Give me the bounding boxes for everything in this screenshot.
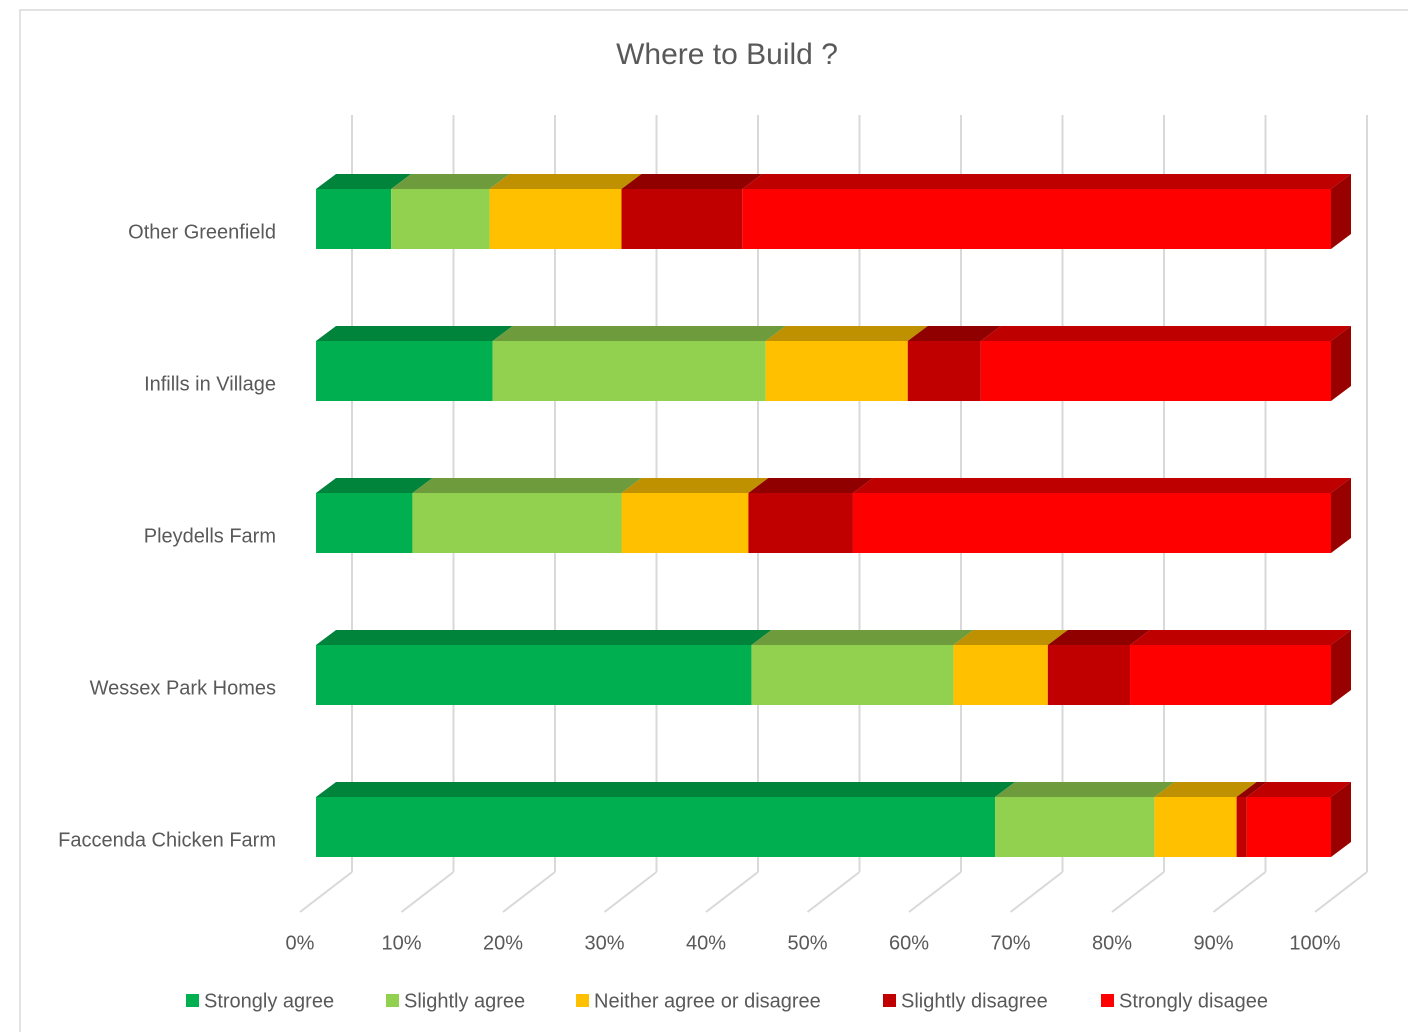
bar xyxy=(316,341,493,401)
bar xyxy=(1047,645,1131,705)
bar xyxy=(412,493,622,553)
bar-top xyxy=(316,326,513,341)
x-tick-label: 50% xyxy=(787,932,827,954)
bar-top xyxy=(621,174,763,189)
bar xyxy=(316,189,392,249)
legend-label: Strongly agree xyxy=(204,990,334,1012)
floor-line xyxy=(705,871,759,913)
y-tick-label: Pleydells Farm xyxy=(144,525,276,547)
bar-top xyxy=(980,326,1351,341)
bar-top xyxy=(391,174,510,189)
bar-top xyxy=(995,782,1175,797)
bar xyxy=(316,797,996,857)
bar-top xyxy=(1246,782,1351,797)
bar xyxy=(748,493,853,553)
bar xyxy=(489,189,622,249)
bar-top xyxy=(751,630,974,645)
x-tick-label: 20% xyxy=(483,932,523,954)
legend-label: Neither agree or disagree xyxy=(594,990,821,1012)
bar-top xyxy=(492,326,786,341)
floor-line xyxy=(299,871,353,913)
bar xyxy=(1130,645,1331,705)
bar-side xyxy=(1331,630,1351,705)
bar xyxy=(765,341,908,401)
chart-title: Where to Build ? xyxy=(616,38,838,71)
bar-top xyxy=(316,782,1016,797)
legend-label: Slightly agree xyxy=(404,990,525,1012)
x-tick-label: 80% xyxy=(1092,932,1132,954)
floor-line xyxy=(806,871,861,913)
bar-side xyxy=(1331,174,1351,249)
floor-line xyxy=(603,871,658,913)
bar xyxy=(995,797,1155,857)
bar xyxy=(852,493,1331,553)
legend-label: Strongly disagee xyxy=(1119,990,1268,1012)
x-tick-label: 30% xyxy=(584,932,624,954)
legend-swatch xyxy=(883,994,896,1007)
floor-line xyxy=(1111,871,1165,913)
bar-side xyxy=(1331,478,1351,553)
bar-top xyxy=(412,478,642,493)
floor-line xyxy=(908,871,962,913)
bar-top xyxy=(852,478,1351,493)
bar-top xyxy=(765,326,928,341)
bar-top xyxy=(1236,782,1267,797)
bar-top xyxy=(621,478,769,493)
x-tick-label: 70% xyxy=(990,932,1030,954)
legend-swatch xyxy=(386,994,399,1007)
bar-top xyxy=(316,630,772,645)
legend-swatch xyxy=(1101,994,1114,1007)
bar xyxy=(316,493,413,553)
y-tick-label: Faccenda Chicken Farm xyxy=(58,829,276,851)
floor-line xyxy=(502,871,556,913)
bar xyxy=(621,493,749,553)
legend-swatch xyxy=(186,994,199,1007)
bar xyxy=(953,645,1048,705)
bar xyxy=(1236,797,1247,857)
bar-top xyxy=(316,174,412,189)
bar xyxy=(621,189,743,249)
bar-top xyxy=(1047,630,1151,645)
bar-top xyxy=(1130,630,1351,645)
y-tick-label: Other Greenfield xyxy=(128,221,276,243)
floor-line xyxy=(1212,871,1267,913)
bar xyxy=(492,341,766,401)
floor-line xyxy=(1009,871,1064,913)
bar-top xyxy=(953,630,1068,645)
x-tick-label: 60% xyxy=(889,932,929,954)
legend-label: Slightly disagree xyxy=(901,990,1048,1012)
bar xyxy=(1154,797,1237,857)
bar-side xyxy=(1331,782,1351,857)
bar-top xyxy=(907,326,1001,341)
bar xyxy=(391,189,490,249)
x-tick-label: 90% xyxy=(1193,932,1233,954)
bar-side xyxy=(1331,326,1351,401)
floor-line xyxy=(1314,871,1368,913)
bar xyxy=(1246,797,1331,857)
bar xyxy=(907,341,981,401)
legend-swatch xyxy=(576,994,589,1007)
bar-top xyxy=(316,478,433,493)
bar xyxy=(980,341,1331,401)
bar xyxy=(316,645,752,705)
bar-top xyxy=(489,174,642,189)
x-tick-label: 100% xyxy=(1289,932,1340,954)
y-tick-label: Infills in Village xyxy=(144,373,276,395)
bar xyxy=(751,645,954,705)
floor-line xyxy=(400,871,455,913)
bar-top xyxy=(748,478,873,493)
bar xyxy=(742,189,1331,249)
y-tick-label: Wessex Park Homes xyxy=(90,677,276,699)
x-tick-label: 0% xyxy=(286,932,315,954)
x-tick-label: 40% xyxy=(686,932,726,954)
x-tick-label: 10% xyxy=(381,932,421,954)
bar-top xyxy=(742,174,1351,189)
bar-top xyxy=(1154,782,1257,797)
